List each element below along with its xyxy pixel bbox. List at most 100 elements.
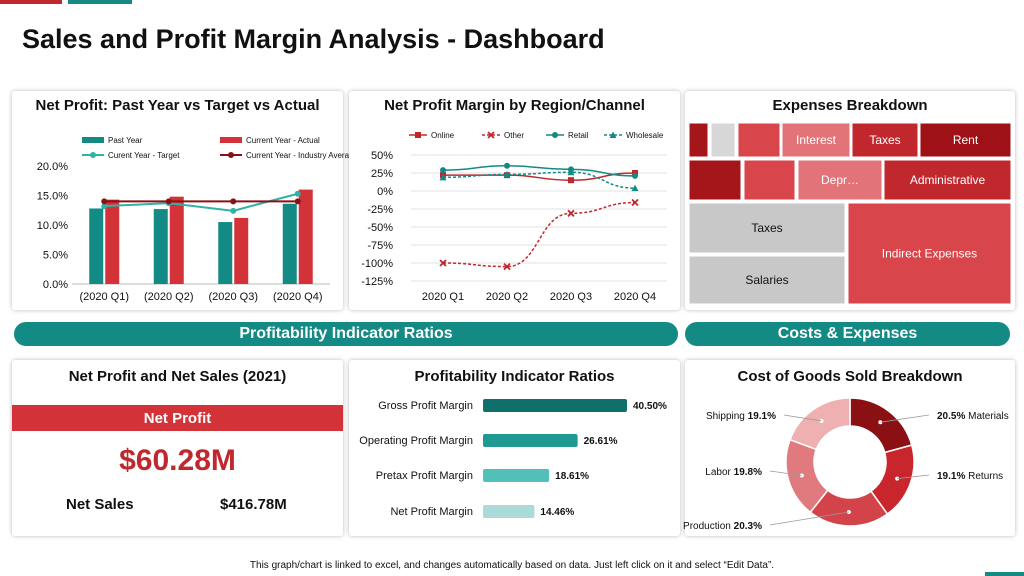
legend-marker bbox=[415, 132, 421, 138]
slice-label: 19.1% Returns bbox=[937, 471, 1003, 482]
data-point bbox=[101, 198, 108, 205]
legend-marker bbox=[487, 131, 495, 139]
slice-label: Shipping 19.1% bbox=[706, 411, 776, 422]
ratio-value: 40.50% bbox=[633, 401, 667, 412]
ratio-value: 14.46% bbox=[540, 507, 574, 518]
treemap-cell bbox=[919, 122, 1012, 158]
y-tick-label: -125% bbox=[361, 276, 393, 288]
legend-label: Current Year - Actual bbox=[246, 136, 320, 145]
ratio-bar bbox=[483, 469, 550, 482]
leader-line bbox=[783, 414, 822, 422]
y-tick-label: 5.0% bbox=[43, 250, 68, 262]
bar bbox=[105, 199, 120, 284]
card-title: Net Profit: Past Year vs Target vs Actua… bbox=[35, 97, 320, 114]
data-point bbox=[294, 190, 301, 197]
treemap-label: Salaries bbox=[745, 273, 788, 287]
legend-marker bbox=[228, 152, 234, 158]
net-profit-bar-chart[interactable]: 0.0% 5.0% 10.0% 15.0% 20.0% (2020 Q1) (2020 Q2… bbox=[12, 91, 359, 310]
cogs-breakdown-card: Cost of Goods Sold Breakdown 20.5% Mater… bbox=[683, 360, 1015, 536]
card-title: Profitability Indicator Ratios bbox=[414, 368, 615, 385]
y-tick-label: 0.0% bbox=[43, 279, 68, 291]
card-title: Net Profit Margin by Region/Channel bbox=[384, 97, 645, 114]
profitability-ratios-card: Profitability Indicator Ratios Gross Pro… bbox=[349, 360, 680, 536]
top-accent-teal bbox=[68, 0, 132, 4]
treemap-cell bbox=[688, 122, 709, 158]
donut-slice bbox=[849, 397, 913, 454]
treemap-label: Indirect Expenses bbox=[882, 247, 977, 261]
x-tick-label: 2020 Q2 bbox=[486, 291, 528, 303]
card-title: Net Profit and Net Sales (2021) bbox=[68, 368, 287, 385]
data-point bbox=[567, 168, 575, 176]
donut-slice bbox=[789, 397, 851, 451]
series-line bbox=[442, 201, 636, 268]
treemap-label: Rent bbox=[953, 133, 979, 147]
bar bbox=[153, 209, 168, 284]
data-point bbox=[503, 170, 511, 178]
region-channel-chart-card: Net Profit Margin by Region/Channel -125… bbox=[349, 91, 680, 310]
treemap-cell bbox=[883, 159, 1012, 201]
data-point bbox=[440, 167, 446, 174]
card-title: Expenses Breakdown bbox=[772, 97, 928, 114]
footer-note: This graph/chart is linked to excel, and… bbox=[249, 560, 775, 571]
treemap-label: Interest bbox=[796, 133, 837, 147]
treemap-label: Administrative bbox=[910, 173, 986, 187]
data-point bbox=[230, 207, 237, 214]
ratio-bar bbox=[483, 399, 627, 412]
ratio-bar bbox=[483, 434, 578, 447]
treemap-cell bbox=[797, 159, 883, 201]
net-profit-sales-card: Net Profit and Net Sales (2021) Net Prof… bbox=[12, 360, 343, 536]
ratio-bar bbox=[483, 505, 535, 518]
x-tick-label: (2020 Q3) bbox=[208, 291, 258, 303]
slice-label: Labor 19.8% bbox=[705, 467, 762, 478]
y-tick-label: 25% bbox=[371, 168, 393, 180]
treemap-cell bbox=[851, 122, 919, 158]
legend-swatch bbox=[220, 137, 242, 143]
series-line bbox=[443, 172, 636, 181]
top-accent-red bbox=[0, 0, 62, 4]
region-channel-line-chart[interactable]: -125% -100% -75% -50% -25% 0% 25% 50% 2020 Q1 202… bbox=[349, 91, 680, 310]
series-line bbox=[442, 171, 636, 189]
expenses-treemap[interactable]: Interest Taxes Rent Depr… Administrative Taxe… bbox=[685, 91, 1015, 310]
banner-costs-expenses: Costs & Expenses bbox=[685, 322, 1010, 346]
data-point bbox=[439, 259, 447, 267]
slice-marker bbox=[819, 418, 824, 423]
net-sales-value: $416.78M bbox=[220, 496, 287, 513]
expenses-breakdown-card: Expenses Breakdown Interest Taxes Rent Depr… bbox=[685, 91, 1015, 310]
net-profit-chart-card: Net Profit: Past Year vs Target vs Actua… bbox=[12, 91, 359, 310]
data-point bbox=[567, 209, 575, 217]
bar bbox=[234, 217, 249, 284]
leader-line bbox=[897, 474, 930, 480]
x-tick-label: 2020 Q4 bbox=[614, 291, 656, 303]
y-tick-label: -25% bbox=[367, 204, 393, 216]
leader-line bbox=[769, 470, 802, 476]
cogs-donut-chart[interactable]: 20.5% Materials 19.1% Returns Production 2… bbox=[683, 360, 1015, 536]
ratios-bar-chart[interactable]: Gross Profit Margin 40.50% Operating Profi… bbox=[349, 360, 680, 536]
legend-marker bbox=[90, 152, 96, 158]
bar bbox=[169, 196, 184, 284]
x-tick-label: (2020 Q2) bbox=[144, 291, 194, 303]
y-tick-label: 0% bbox=[377, 186, 393, 198]
treemap-cell bbox=[737, 122, 781, 158]
data-point bbox=[101, 203, 108, 210]
slice-label: 20.5% Materials bbox=[937, 411, 1009, 422]
treemap-cell bbox=[710, 122, 736, 158]
legend-label: Retail bbox=[568, 131, 589, 140]
data-point bbox=[632, 172, 638, 179]
bar bbox=[218, 222, 233, 284]
x-tick-label: (2020 Q4) bbox=[273, 291, 323, 303]
series-line bbox=[442, 165, 636, 177]
bottom-accent-teal bbox=[985, 572, 1024, 576]
data-point bbox=[165, 198, 172, 205]
legend-label: Wholesale bbox=[626, 131, 664, 140]
ratio-label: Operating Profit Margin bbox=[359, 435, 473, 447]
treemap-cell bbox=[688, 202, 846, 254]
legend-label: Past Year bbox=[108, 136, 143, 145]
ratio-value: 18.61% bbox=[555, 471, 589, 482]
treemap-cell bbox=[688, 159, 742, 201]
ratio-value: 26.61% bbox=[584, 436, 618, 447]
net-profit-label: Net Profit bbox=[143, 409, 212, 427]
data-point bbox=[504, 162, 510, 169]
net-profit-value: $60.28M bbox=[119, 444, 236, 477]
legend-label: Curent Year - Target bbox=[108, 151, 180, 160]
y-tick-label: 50% bbox=[371, 150, 393, 162]
